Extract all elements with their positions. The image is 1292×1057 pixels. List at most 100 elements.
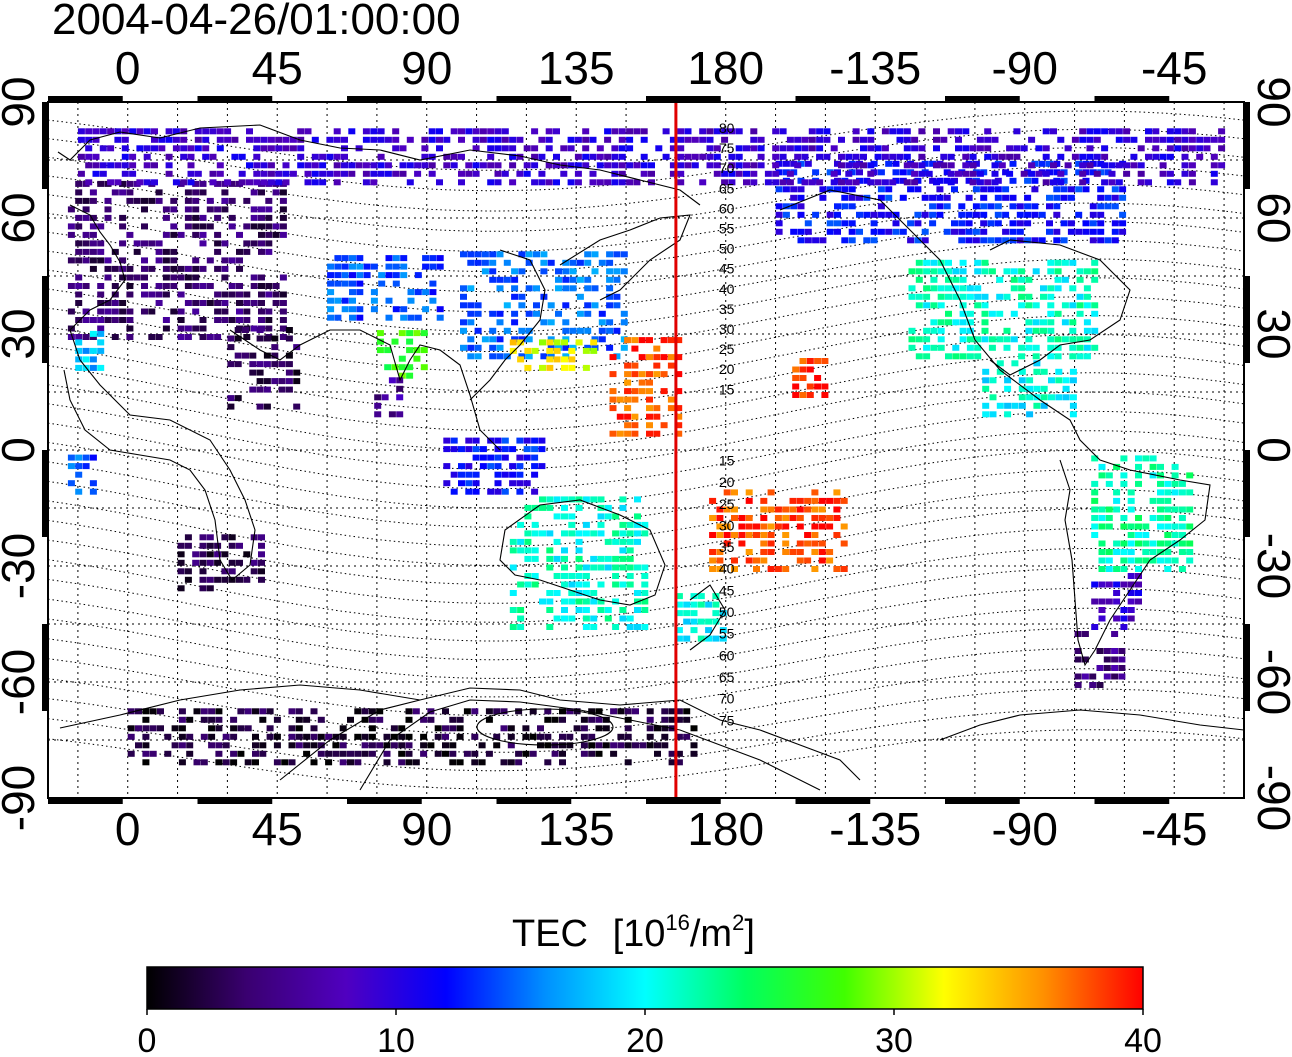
tec-cell bbox=[955, 136, 962, 143]
tec-cell bbox=[243, 308, 251, 315]
tec-cell bbox=[870, 228, 878, 235]
tec-cell bbox=[654, 742, 661, 749]
tec-cell bbox=[1127, 540, 1135, 547]
tec-cell bbox=[155, 257, 163, 264]
tec-cell bbox=[222, 742, 230, 749]
tec-cell bbox=[458, 179, 465, 186]
tec-cell bbox=[1024, 203, 1032, 210]
tec-cell bbox=[327, 306, 335, 313]
tec-cell bbox=[1048, 394, 1055, 401]
tec-cell bbox=[1025, 327, 1033, 334]
tec-cell bbox=[590, 564, 598, 571]
tec-cell bbox=[797, 177, 805, 184]
tec-cell bbox=[568, 513, 576, 520]
tec-cell bbox=[489, 251, 497, 258]
left-lat-tick-label: -60 bbox=[0, 649, 44, 715]
tec-cell bbox=[619, 564, 627, 571]
tec-cell bbox=[155, 283, 163, 289]
tec-cell bbox=[341, 162, 348, 169]
tec-cell bbox=[1089, 203, 1097, 210]
tec-cell bbox=[582, 564, 590, 571]
tec-cell bbox=[745, 523, 753, 530]
tec-cell bbox=[141, 257, 148, 264]
tec-cell bbox=[907, 237, 915, 244]
tec-cell bbox=[1075, 211, 1083, 218]
tec-cell bbox=[1166, 153, 1174, 160]
tec-cell bbox=[731, 489, 738, 496]
tec-cell bbox=[1067, 220, 1075, 227]
tec-cell bbox=[1174, 179, 1182, 186]
tec-cell bbox=[575, 530, 583, 537]
tec-cell bbox=[192, 231, 200, 238]
tec-cell bbox=[569, 344, 577, 351]
tec-cell bbox=[1135, 463, 1142, 470]
tec-cell bbox=[606, 285, 614, 292]
tec-cell bbox=[75, 339, 83, 346]
tec-cell bbox=[915, 336, 923, 343]
tec-cell bbox=[253, 136, 261, 143]
tec-cell bbox=[646, 354, 653, 361]
tec-cell bbox=[496, 319, 504, 326]
tec-cell bbox=[487, 128, 495, 135]
tec-cell bbox=[610, 742, 618, 749]
tec-cell bbox=[774, 515, 782, 521]
tec-cell bbox=[706, 136, 714, 143]
map-frame-border-bars bbox=[42, 96, 1250, 804]
tec-cell bbox=[1178, 489, 1186, 496]
tec-cell bbox=[467, 353, 475, 360]
tec-cell bbox=[863, 211, 871, 218]
tec-cell bbox=[518, 353, 526, 360]
tec-cell bbox=[848, 194, 856, 201]
tec-cell bbox=[216, 136, 224, 143]
tec-cell bbox=[184, 334, 192, 340]
tec-cell bbox=[1142, 532, 1150, 538]
tec-cell bbox=[487, 162, 495, 169]
tec-cell bbox=[349, 272, 356, 279]
tec-cell bbox=[745, 497, 753, 504]
tec-cell bbox=[575, 538, 583, 545]
tec-cell bbox=[250, 189, 258, 196]
tec-cell bbox=[705, 618, 713, 625]
tec-cell bbox=[1113, 566, 1121, 572]
tec-cell bbox=[915, 268, 923, 275]
tec-cell bbox=[279, 291, 287, 298]
tec-cell bbox=[782, 186, 790, 193]
tec-cell bbox=[429, 289, 437, 296]
tec-cell bbox=[295, 708, 303, 715]
tec-cell bbox=[966, 293, 974, 300]
tec-cell bbox=[965, 177, 973, 184]
tec-cell bbox=[199, 283, 207, 289]
tec-cell bbox=[1013, 145, 1021, 152]
tec-cell bbox=[192, 274, 200, 281]
tec-cell bbox=[121, 136, 129, 143]
tec-cell bbox=[1079, 162, 1087, 169]
tec-cell bbox=[830, 145, 838, 152]
tec-cell bbox=[889, 179, 897, 186]
tec-cell bbox=[75, 300, 83, 306]
tec-cell bbox=[945, 276, 952, 283]
tec-cell bbox=[436, 306, 444, 313]
tec-cell bbox=[234, 352, 242, 359]
tec-cell bbox=[646, 725, 654, 732]
tec-cell bbox=[326, 170, 334, 177]
tec-cell bbox=[1091, 327, 1099, 334]
tec-cell bbox=[796, 540, 804, 547]
tec-cell bbox=[918, 170, 926, 177]
tec-cell bbox=[712, 610, 720, 617]
tec-cell bbox=[129, 162, 137, 169]
tec-cell bbox=[619, 581, 627, 588]
tec-cell bbox=[984, 153, 992, 160]
tec-cell bbox=[1016, 211, 1024, 218]
tec-cell bbox=[1152, 136, 1160, 143]
tec-cell bbox=[1104, 169, 1112, 176]
tec-cell bbox=[119, 308, 127, 315]
tec-cell bbox=[617, 733, 625, 740]
tec-cell bbox=[1006, 145, 1014, 152]
tec-cell bbox=[544, 733, 552, 740]
tec-cell bbox=[256, 386, 264, 393]
tec-cell bbox=[982, 411, 990, 418]
tec-cell bbox=[620, 251, 628, 258]
tec-cell bbox=[354, 750, 362, 757]
tec-cell bbox=[582, 530, 590, 537]
